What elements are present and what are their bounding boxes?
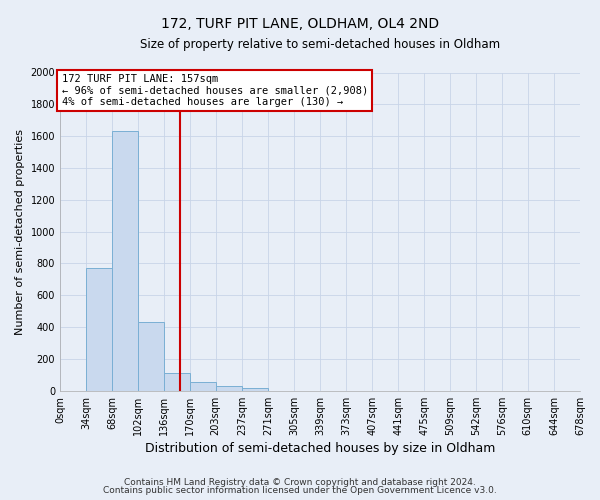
Bar xyxy=(112,130,138,391)
Text: Contains public sector information licensed under the Open Government Licence v3: Contains public sector information licen… xyxy=(103,486,497,495)
Bar xyxy=(138,322,164,391)
Text: Contains HM Land Registry data © Crown copyright and database right 2024.: Contains HM Land Registry data © Crown c… xyxy=(124,478,476,487)
Text: 172, TURF PIT LANE, OLDHAM, OL4 2ND: 172, TURF PIT LANE, OLDHAM, OL4 2ND xyxy=(161,18,439,32)
Bar xyxy=(190,382,216,391)
Bar xyxy=(242,388,268,391)
Bar xyxy=(216,386,242,391)
Title: Size of property relative to semi-detached houses in Oldham: Size of property relative to semi-detach… xyxy=(140,38,500,51)
Bar xyxy=(164,374,190,391)
Y-axis label: Number of semi-detached properties: Number of semi-detached properties xyxy=(15,128,25,334)
X-axis label: Distribution of semi-detached houses by size in Oldham: Distribution of semi-detached houses by … xyxy=(145,442,495,455)
Text: 172 TURF PIT LANE: 157sqm
← 96% of semi-detached houses are smaller (2,908)
4% o: 172 TURF PIT LANE: 157sqm ← 96% of semi-… xyxy=(62,74,368,108)
Bar xyxy=(86,268,112,391)
